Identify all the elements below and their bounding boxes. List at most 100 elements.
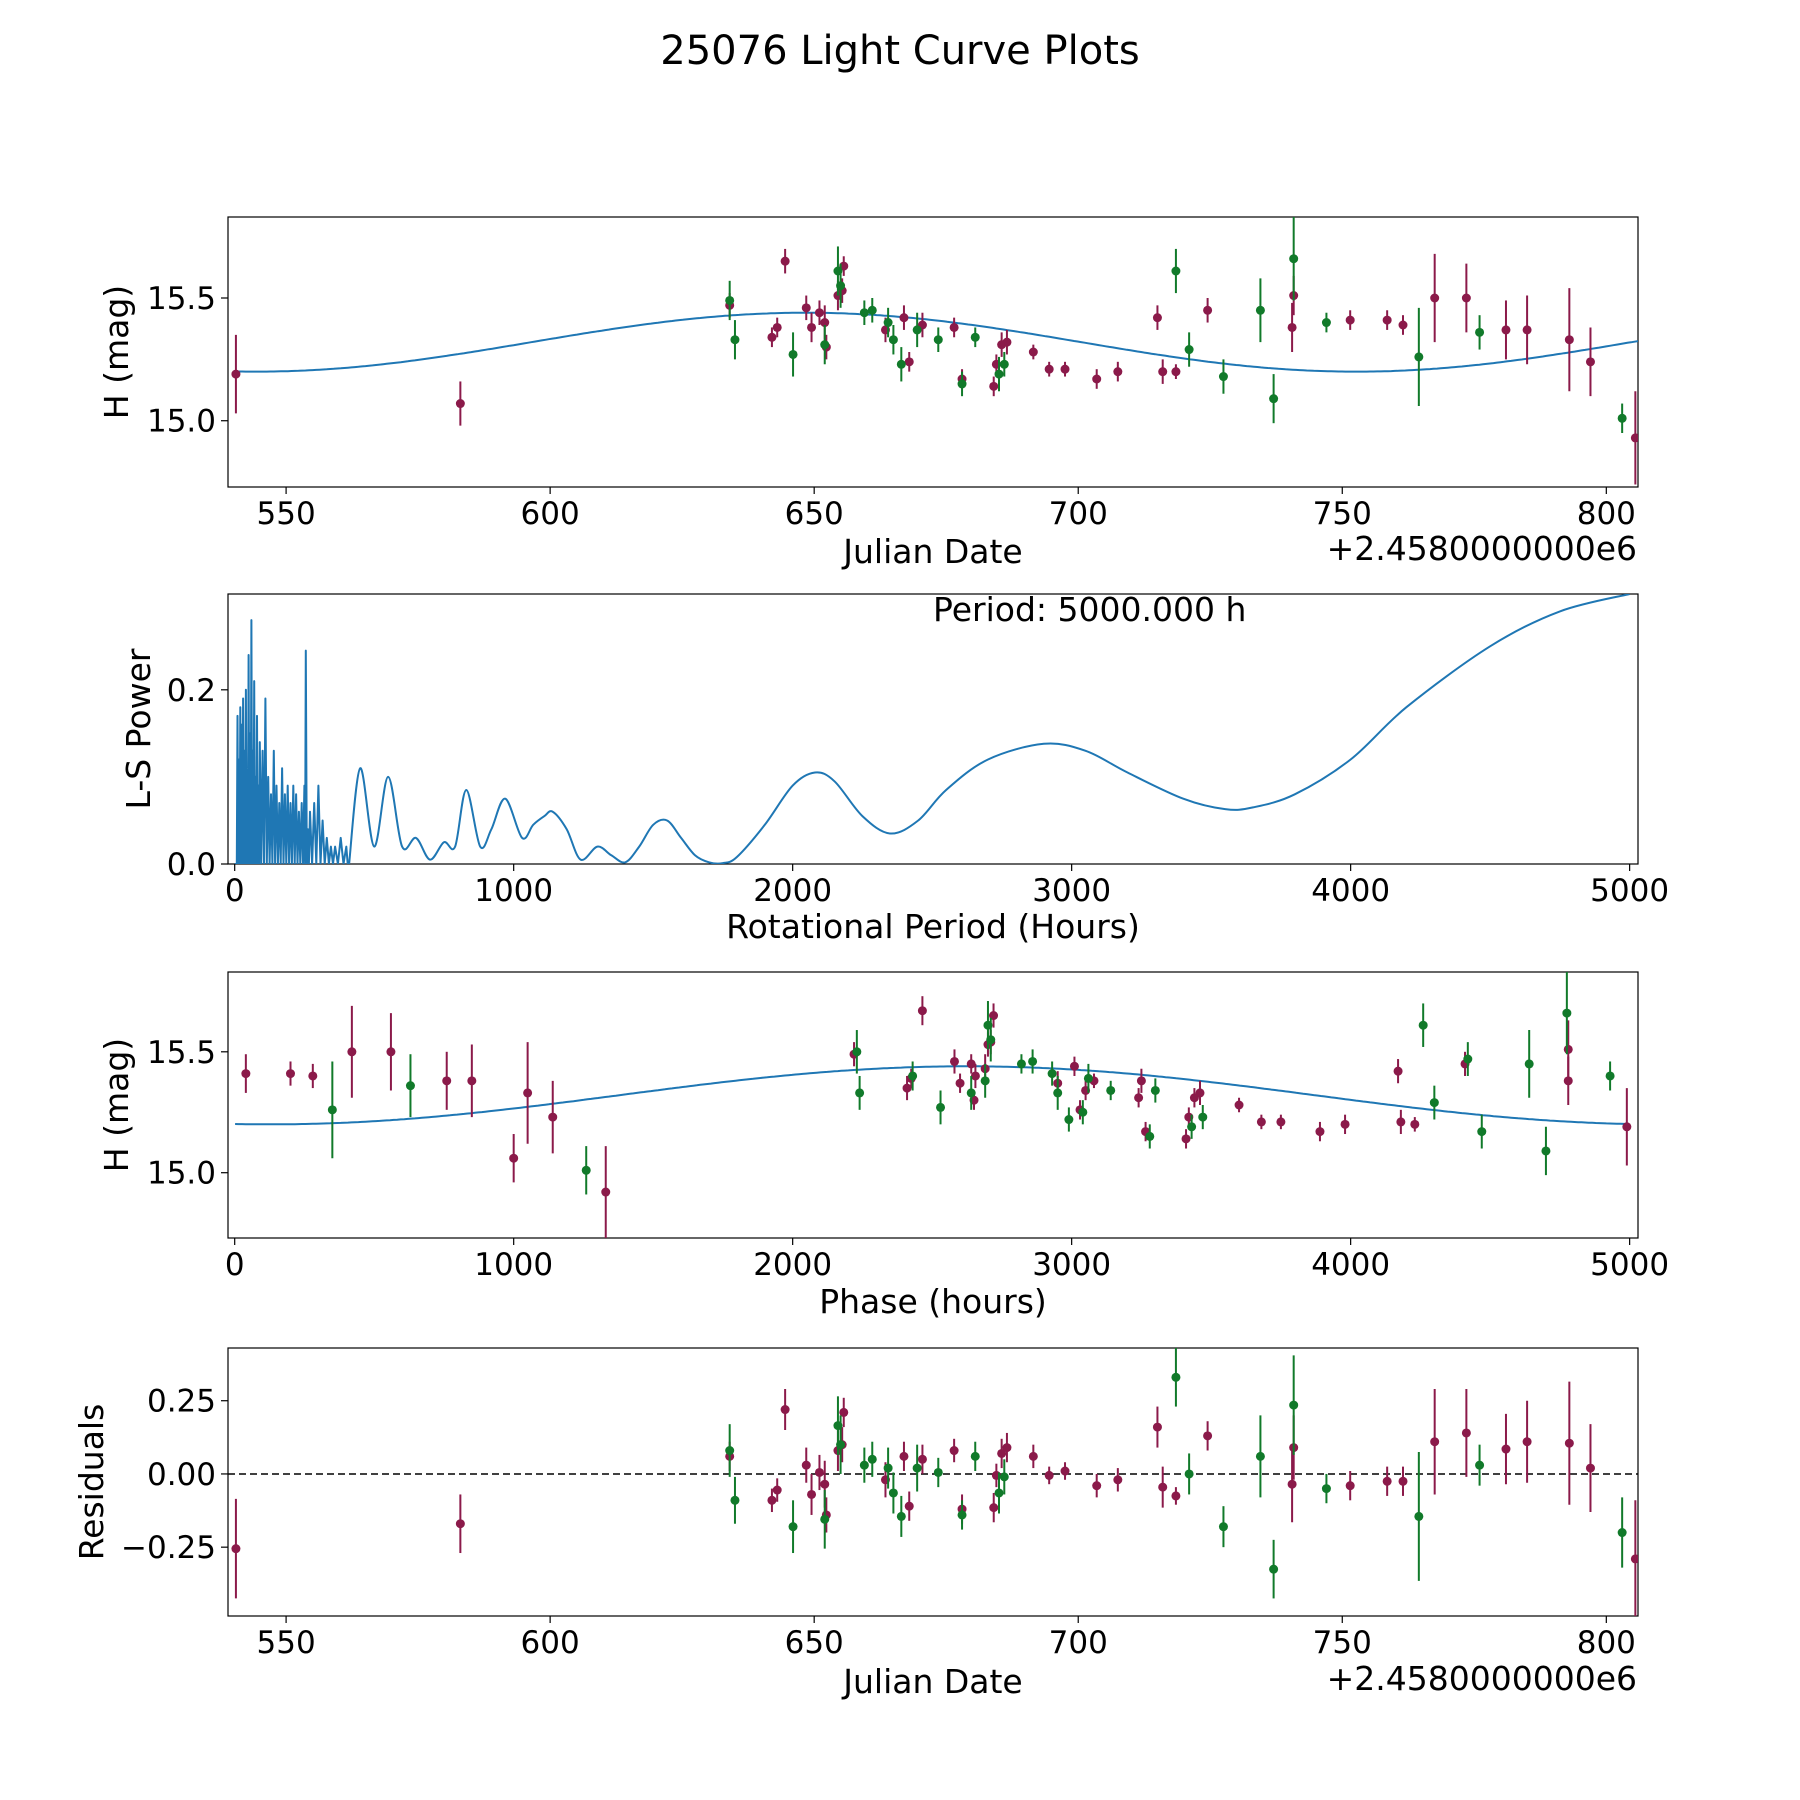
figure-title: 25076 Light Curve Plots <box>660 28 1140 74</box>
data-point <box>904 357 914 367</box>
data-point <box>1171 1372 1181 1382</box>
data-point <box>1145 1131 1155 1141</box>
data-point <box>285 1069 295 1079</box>
x-tick-label: 600 <box>521 1625 580 1661</box>
x-offset-label: +2.4580000000e6 <box>1327 529 1637 568</box>
data-point <box>231 1544 241 1554</box>
data-point <box>1585 357 1595 367</box>
x-tick-label: 2000 <box>753 1247 832 1283</box>
panel-periodogram: Rotational Period (Hours) L-S Power Peri… <box>119 590 1669 946</box>
data-point <box>1287 322 1297 332</box>
x-tick-label: 5000 <box>1590 1247 1669 1283</box>
data-point <box>1340 1119 1350 1129</box>
data-point <box>1113 1475 1123 1485</box>
data-point <box>908 1071 918 1081</box>
plot-area <box>234 594 1630 864</box>
data-point <box>1564 1438 1574 1448</box>
data-point <box>1150 1085 1160 1095</box>
data-point <box>347 1047 357 1057</box>
y-tick-label: 0.2 <box>167 673 216 709</box>
data-point <box>1218 1522 1228 1532</box>
data-point <box>867 1454 877 1464</box>
y-tick-label: 15.5 <box>147 1035 216 1071</box>
data-point <box>949 1446 959 1456</box>
data-point <box>839 1407 849 1417</box>
data-point <box>1158 1482 1168 1492</box>
data-point <box>917 1454 927 1464</box>
plot-frame <box>227 1347 1639 1617</box>
data-point <box>467 1076 477 1086</box>
data-point <box>1398 1476 1408 1486</box>
data-point <box>1256 1117 1266 1127</box>
data-point <box>917 1006 927 1016</box>
y-tick-label: 0.25 <box>147 1384 216 1420</box>
data-point <box>780 256 790 266</box>
data-point <box>986 1035 996 1045</box>
data-point <box>1475 1460 1485 1470</box>
data-point <box>1028 1056 1038 1066</box>
panel-residuals: Julian Date Residuals +2.4580000000e6 55… <box>72 1347 1639 1701</box>
plot-area <box>228 1348 1638 1616</box>
data-point <box>970 1071 980 1081</box>
data-point <box>1396 1117 1406 1127</box>
data-point <box>1321 1484 1331 1494</box>
data-point <box>852 1047 862 1057</box>
data-point <box>1092 374 1102 384</box>
data-point <box>455 399 465 409</box>
x-offset-label: +2.4580000000e6 <box>1327 1659 1637 1698</box>
data-point <box>1564 335 1574 345</box>
data-point <box>725 1446 735 1456</box>
data-point <box>989 1011 999 1021</box>
data-point <box>1053 1088 1063 1098</box>
data-point <box>725 295 735 305</box>
data-point <box>509 1153 519 1163</box>
data-point <box>767 1495 777 1505</box>
data-point <box>1414 352 1424 362</box>
x-tick-label: 3000 <box>1032 1247 1111 1283</box>
data-point <box>1382 315 1392 325</box>
data-point <box>780 1405 790 1415</box>
data-point <box>836 1440 846 1450</box>
data-point <box>1287 1479 1297 1489</box>
y-axis-label: H (mag) <box>97 285 136 419</box>
data-point <box>1418 1020 1428 1030</box>
data-point <box>1410 1119 1420 1129</box>
data-point <box>1562 1008 1572 1018</box>
x-tick-label: 2000 <box>753 873 832 909</box>
data-point <box>1064 1115 1074 1125</box>
data-point <box>730 335 740 345</box>
data-point <box>1171 367 1181 377</box>
x-tick-label: 800 <box>1577 496 1636 532</box>
data-point <box>241 1069 251 1079</box>
data-point <box>1234 1100 1244 1110</box>
data-point <box>899 313 909 323</box>
data-point <box>1028 347 1038 357</box>
data-point <box>1060 364 1070 374</box>
data-point <box>899 1451 909 1461</box>
data-point <box>1585 1463 1595 1473</box>
data-point <box>1617 1528 1627 1538</box>
data-point <box>1113 367 1123 377</box>
data-point <box>859 308 869 318</box>
x-tick-label: 1000 <box>474 873 553 909</box>
data-point <box>1501 1444 1511 1454</box>
x-tick-label: 600 <box>521 496 580 532</box>
data-point <box>1134 1093 1144 1103</box>
data-point <box>1152 313 1162 323</box>
data-point <box>896 1511 906 1521</box>
data-point <box>1181 1134 1191 1144</box>
data-point <box>1083 1073 1093 1083</box>
data-point <box>1541 1146 1551 1156</box>
x-tick-label: 0 <box>225 1247 245 1283</box>
data-point <box>1617 413 1627 423</box>
data-point <box>997 1448 1007 1458</box>
x-tick-label: 4000 <box>1311 1247 1390 1283</box>
x-tick-label: 3000 <box>1032 873 1111 909</box>
periodogram-spikes <box>234 619 349 864</box>
data-point <box>1044 364 1054 374</box>
period-annotation: Period: 5000.000 h <box>933 590 1246 629</box>
data-point <box>1524 1059 1534 1069</box>
x-tick-label: 650 <box>785 496 844 532</box>
model-curve <box>238 311 1638 373</box>
x-tick-label: 550 <box>257 1625 316 1661</box>
